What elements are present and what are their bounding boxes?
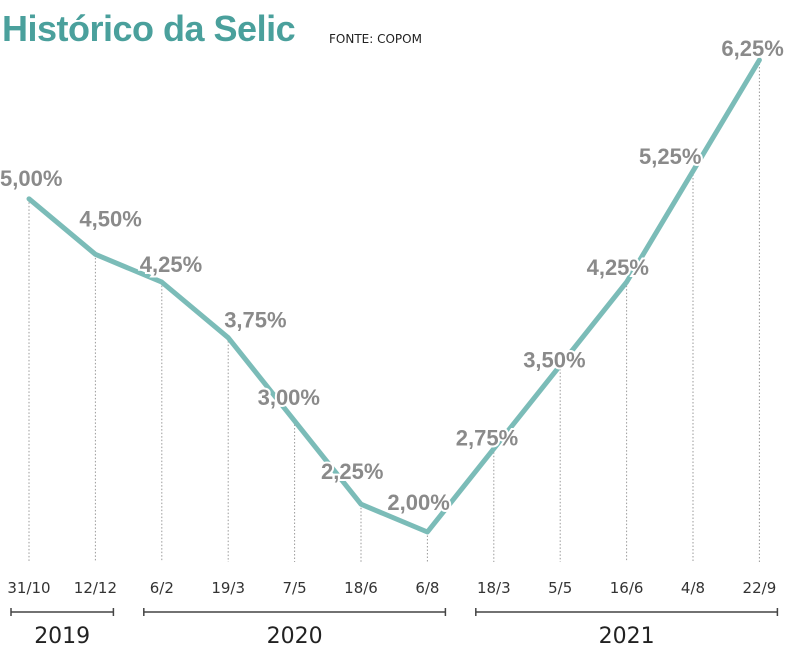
value-label: 2,75% [456,426,518,451]
value-label: 3,75% [224,308,286,333]
x-tick-label: 31/10 [7,579,50,597]
value-label: 4,25% [587,255,649,280]
chart-title: Histórico da Selic [2,8,296,49]
value-label: 3,00% [258,385,320,410]
x-tick-label: 6/8 [415,579,439,597]
value-label: 6,25% [721,36,783,61]
value-label: 3,50% [523,347,585,372]
value-label: 4,50% [79,206,141,231]
x-tick-label: 18/3 [477,579,511,597]
x-tick-label: 22/9 [743,579,777,597]
x-tick-label: 19/3 [211,579,245,597]
x-tick-label: 16/6 [610,579,644,597]
x-tick-label: 5/5 [548,579,572,597]
value-label: 2,00% [387,490,449,515]
x-tick-label: 12/12 [74,579,117,597]
year-label: 2021 [599,624,655,649]
value-label: 4,25% [140,252,202,277]
x-tick-label: 7/5 [283,579,307,597]
value-label: 5,25% [639,144,701,169]
selic-line [26,57,762,535]
year-label: 2020 [267,624,323,649]
value-label: 5,00% [0,166,62,191]
x-tick-label: 4/8 [681,579,705,597]
year-label: 2019 [34,624,90,649]
value-label: 2,25% [321,459,383,484]
x-tick-label: 18/6 [344,579,378,597]
x-tick-label: 6/2 [150,579,174,597]
chart-source: FONTE: COPOM [329,32,422,46]
